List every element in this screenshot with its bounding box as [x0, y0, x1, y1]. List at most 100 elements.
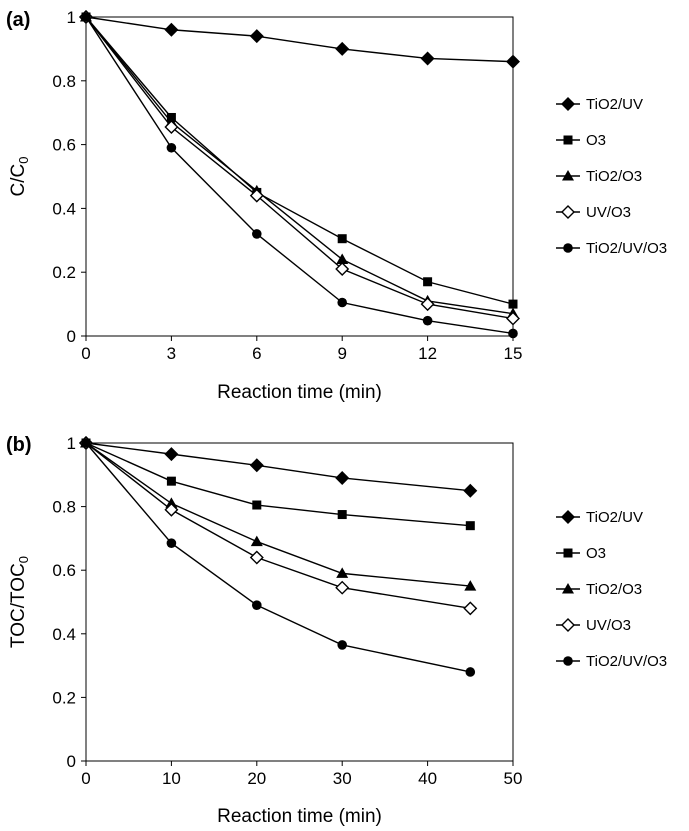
- chart-panel-b: (b) 0 10 20 30 40 50 0 0.2 0.4 0.6 0.8 1 Reaction tim…: [6, 434, 667, 827]
- data-point: [250, 535, 263, 547]
- y-tick-label: 0.2: [52, 263, 76, 282]
- legend-entry: O3: [556, 132, 606, 149]
- data-point: [164, 447, 179, 462]
- series-tio2-uv: [79, 10, 520, 69]
- series-line: [85, 16, 514, 305]
- legend-marker: [563, 656, 573, 666]
- series-tio2-o3: [80, 437, 477, 591]
- series-uv-o3: [79, 10, 520, 326]
- x-tick-label: 9: [337, 344, 346, 363]
- legend-label: TiO2/UV: [586, 96, 643, 113]
- data-point: [251, 229, 262, 239]
- x-tick-label: 12: [418, 344, 437, 363]
- legend-entry: TiO2/UV/O3: [556, 240, 667, 257]
- y-tick-label: 0.8: [52, 72, 76, 91]
- x-axis-title: Reaction time (min): [217, 382, 382, 403]
- data-point: [249, 550, 264, 565]
- legend-marker: [561, 205, 575, 219]
- data-point: [81, 438, 91, 448]
- x-tick-label: 0: [81, 344, 90, 363]
- x-tick-label: 10: [162, 769, 181, 788]
- series-tio2-uv-o3: [81, 438, 476, 677]
- data-point: [508, 328, 518, 339]
- legend-label: TiO2/O3: [586, 581, 642, 598]
- x-tick-label: 6: [252, 344, 261, 363]
- legend-label: O3: [586, 545, 606, 562]
- data-point: [508, 299, 518, 309]
- data-point: [166, 142, 177, 153]
- data-point: [422, 315, 433, 326]
- data-point: [337, 640, 348, 650]
- data-point: [249, 29, 264, 44]
- series-line: [85, 16, 514, 315]
- y-tick-label: 0.4: [52, 625, 76, 644]
- data-point: [464, 580, 477, 591]
- data-point: [465, 521, 475, 531]
- data-point: [337, 510, 347, 520]
- x-tick-label: 0: [81, 769, 90, 788]
- series-uv-o3: [79, 436, 478, 616]
- legend-label: UV/O3: [586, 204, 631, 221]
- data-point: [463, 483, 478, 498]
- data-point: [336, 253, 349, 264]
- y-tick-label: 0.6: [52, 136, 76, 155]
- x-axis-title: Reaction time (min): [217, 806, 382, 827]
- x-tick-label: 50: [504, 769, 523, 788]
- data-point: [249, 458, 264, 473]
- series-tio2-uv-o3: [81, 12, 518, 339]
- panel-label: (a): [6, 9, 30, 31]
- data-point: [251, 600, 262, 610]
- legend-entry: TiO2/UV/O3: [556, 653, 667, 670]
- series-line: [85, 16, 514, 63]
- data-point: [166, 538, 177, 548]
- data-point: [252, 500, 262, 510]
- plot-area: [85, 442, 514, 762]
- data-point: [423, 277, 433, 287]
- series-tio2-o3: [80, 11, 519, 319]
- data-point: [506, 311, 520, 326]
- series-o3: [81, 12, 518, 309]
- legend-entry: TiO2/O3: [556, 581, 642, 598]
- y-tick-label: 1: [67, 434, 76, 453]
- series-line: [85, 16, 514, 320]
- data-point: [336, 567, 349, 578]
- legend-entry: TiO2/UV: [556, 96, 643, 113]
- data-point: [249, 188, 264, 203]
- legend-marker: [563, 135, 573, 145]
- legend-label: TiO2/UV/O3: [586, 240, 667, 257]
- legend-marker: [561, 618, 575, 632]
- x-tick-label: 15: [504, 344, 523, 363]
- y-tick-label: 0.6: [52, 561, 76, 580]
- data-point: [337, 297, 348, 308]
- legend-marker: [563, 243, 573, 253]
- series-line: [85, 442, 471, 673]
- x-tick-label: 20: [247, 769, 266, 788]
- legend-entry: TiO2/UV: [556, 509, 643, 526]
- legend-marker: [562, 170, 574, 181]
- y-tick-label: 1: [67, 8, 76, 27]
- data-point: [420, 51, 435, 66]
- data-point: [81, 12, 91, 22]
- data-point: [164, 120, 179, 135]
- x-tick-label: 40: [418, 769, 437, 788]
- data-point: [335, 580, 350, 595]
- series-o3: [81, 438, 475, 531]
- legend-entry: UV/O3: [556, 617, 631, 634]
- plot-area: [85, 16, 514, 337]
- y-tick-label: 0.8: [52, 498, 76, 517]
- y-axis-title: C/C0: [8, 157, 31, 197]
- data-point: [335, 41, 350, 56]
- y-tick-label: 0: [67, 327, 76, 346]
- legend-marker: [561, 97, 575, 111]
- legend-label: TiO2/O3: [586, 168, 642, 185]
- chart-panel-a: (a) 0 3 6 9 12 15 0 0.2 0.4 0.6 0.8 1 Reaction time (…: [6, 8, 667, 403]
- legend-entry: O3: [556, 545, 606, 562]
- y-tick-label: 0.4: [52, 199, 76, 218]
- legend-entry: UV/O3: [556, 204, 631, 221]
- legend-label: TiO2/UV: [586, 509, 643, 526]
- data-point: [164, 502, 179, 517]
- y-tick-label: 0: [67, 752, 76, 771]
- x-tick-label: 30: [333, 769, 352, 788]
- y-axis-title: TOC/TOC0: [8, 556, 31, 648]
